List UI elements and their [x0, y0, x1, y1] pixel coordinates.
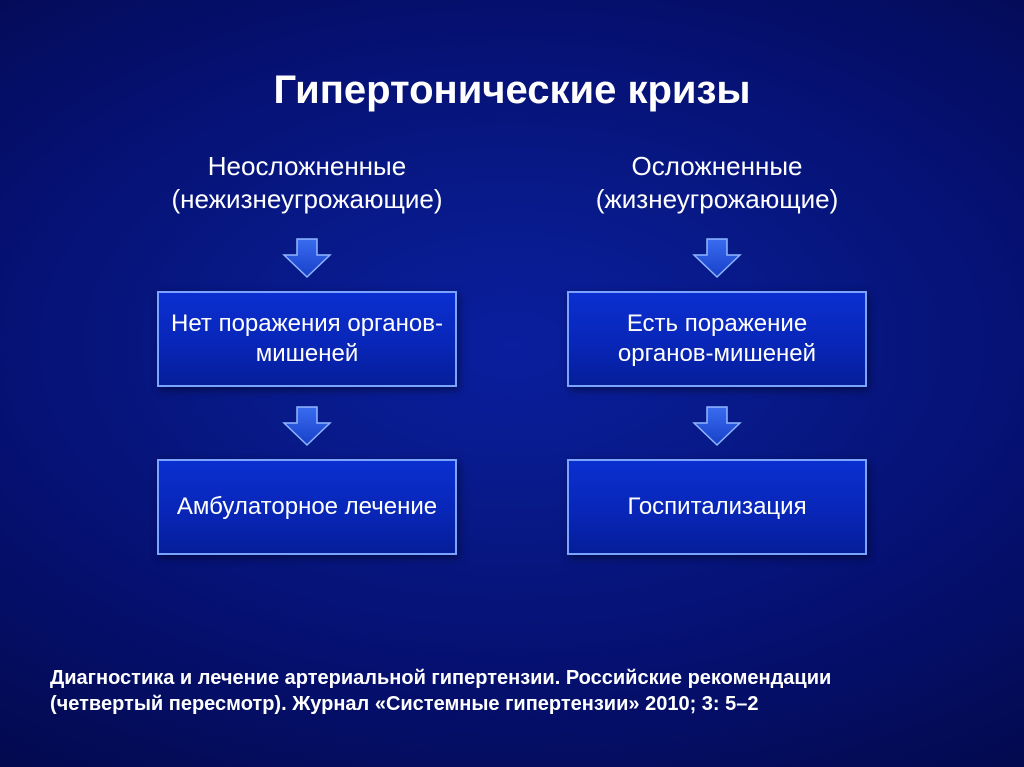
flow-box: Нет поражения органов-мишеней [157, 291, 457, 387]
column-right-header: Осложненные (жизнеугрожающие) [596, 150, 839, 215]
header-line: (жизнеугрожающие) [596, 184, 839, 214]
flow-box: Амбулаторное лечение [157, 459, 457, 555]
slide: Гипертонические кризы Неосложненные (неж… [0, 0, 1024, 767]
arrow-down-icon [280, 405, 334, 447]
footer-line: (четвертый пересмотр). Журнал «Системные… [50, 693, 759, 715]
header-line: Неосложненные [208, 151, 406, 181]
header-line: Осложненные [632, 151, 803, 181]
arrow-down-icon [690, 405, 744, 447]
footer-citation: Диагностика и лечение артериальной гипер… [50, 665, 974, 717]
header-line: (нежизнеугрожающие) [171, 184, 442, 214]
flow-box: Госпитализация [567, 459, 867, 555]
footer-line: Диагностика и лечение артериальной гипер… [50, 667, 831, 689]
arrow-down-icon [280, 237, 334, 279]
flow-box: Есть поражение органов-мишеней [567, 291, 867, 387]
slide-title: Гипертонические кризы [0, 68, 1024, 113]
column-left: Неосложненные (нежизнеугрожающие) Нет по… [147, 150, 467, 555]
column-right: Осложненные (жизнеугрожающие) Есть пораж… [557, 150, 877, 555]
column-left-header: Неосложненные (нежизнеугрожающие) [171, 150, 442, 215]
arrow-down-icon [690, 237, 744, 279]
columns-container: Неосложненные (нежизнеугрожающие) Нет по… [0, 150, 1024, 555]
